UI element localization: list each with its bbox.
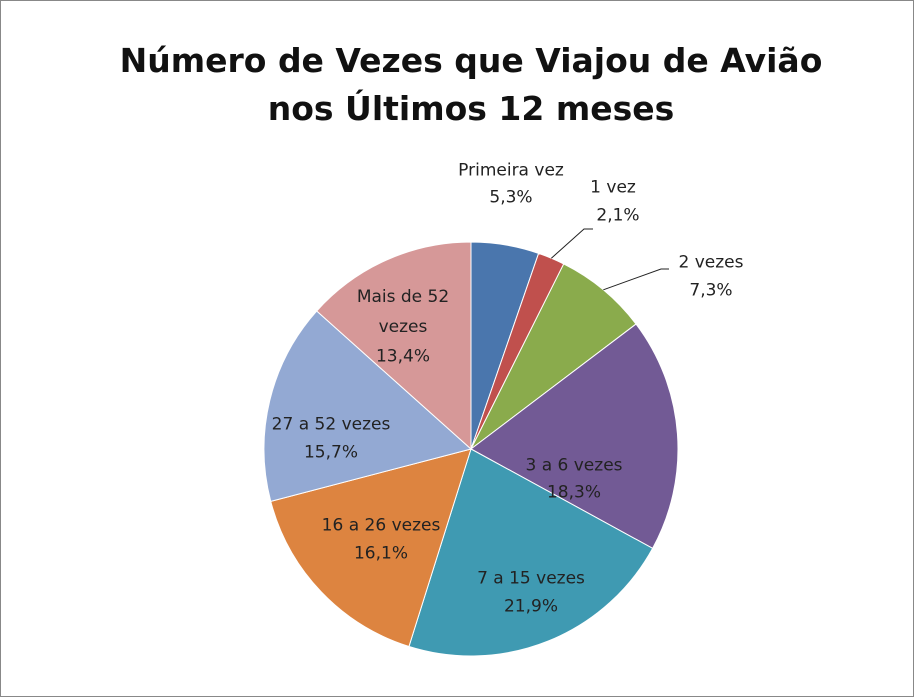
slice-category-label: 1 vez bbox=[590, 177, 636, 198]
slice-value-label: 5,3% bbox=[489, 187, 533, 208]
slice-value-label: 18,3% bbox=[546, 482, 602, 503]
slice-category-label: 2 vezes bbox=[678, 252, 744, 273]
chart-title: Número de Vezes que Viajou de Avião nos … bbox=[119, 41, 823, 128]
slice-category-label: 3 a 6 vezes bbox=[525, 455, 623, 476]
slice-value-label: 13,4% bbox=[375, 346, 431, 367]
slice-category-label: 27 a 52 vezes bbox=[271, 414, 391, 435]
slice-value-label: 7,3% bbox=[689, 280, 733, 301]
leader-line bbox=[603, 268, 669, 291]
leader-line bbox=[551, 228, 593, 259]
pie-slice bbox=[315, 241, 472, 451]
pie-slice bbox=[270, 448, 472, 648]
pie-slice bbox=[470, 323, 679, 550]
slice-category-label: 16 a 26 vezes bbox=[321, 515, 441, 536]
slice-value-label: 16,1% bbox=[353, 543, 409, 564]
slice-category-label: Mais de 52 vezes bbox=[356, 287, 450, 337]
slice-value-label: 15,7% bbox=[303, 442, 359, 463]
slice-value-label: 2,1% bbox=[596, 205, 640, 226]
slice-category-label: 7 a 15 vezes bbox=[477, 568, 585, 589]
pie-slice bbox=[263, 310, 473, 502]
slice-category-label: Primeira vez bbox=[458, 160, 564, 181]
slice-value-label: 21,9% bbox=[503, 596, 559, 617]
pie-slice bbox=[408, 448, 654, 657]
